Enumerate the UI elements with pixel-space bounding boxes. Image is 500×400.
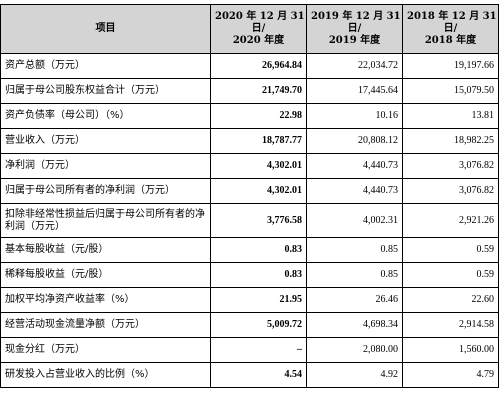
row-label: 扣除非经常性损益后归属于母公司所有者的净利润（万元） bbox=[0, 203, 211, 238]
header-2019: 2019 年 12 月 31 日/ 2019 年度 bbox=[306, 4, 403, 54]
table-row: 基本每股收益（元/股） 0.83 0.85 0.59 bbox=[0, 237, 499, 263]
row-label: 归属于母公司股东权益合计（万元） bbox=[0, 78, 211, 104]
header-item: 项目 bbox=[0, 4, 211, 54]
row-label: 净利润（万元） bbox=[0, 153, 211, 179]
table-row: 归属于母公司股东权益合计（万元） 21,749.70 17,445.64 15,… bbox=[0, 78, 499, 104]
header-2020: 2020 年 12 月 31 日/ 2020 年度 bbox=[210, 4, 307, 54]
table-row: 稀释每股收益（元/股） 0.83 0.85 0.59 bbox=[0, 262, 499, 288]
row-label: 归属于母公司所有者的净利润（万元） bbox=[0, 178, 211, 204]
value-2020: 4,302.01 bbox=[210, 153, 307, 179]
value-2019: 20,808.12 bbox=[306, 128, 403, 154]
table-row: 资产总额（万元） 26,964.84 22,034.72 19,197.66 bbox=[0, 53, 499, 79]
row-label: 稀释每股收益（元/股） bbox=[0, 262, 211, 288]
header-2020-line-1: 2020 年 12 月 31 bbox=[215, 11, 305, 22]
header-2019-line-1: 2019 年 12 月 31 bbox=[311, 11, 401, 22]
header-2020-line-2: 日/ bbox=[251, 23, 266, 34]
table-row: 资产负债率（母公司）（%） 22.98 10.16 13.81 bbox=[0, 103, 499, 129]
table-row: 营业收入（万元） 18,787.77 20,808.12 18,982.25 bbox=[0, 128, 499, 154]
row-label: 资产总额（万元） bbox=[0, 53, 211, 79]
value-2019: 26.46 bbox=[306, 287, 403, 313]
table-row: 扣除非经常性损益后归属于母公司所有者的净利润（万元） 3,776.58 4,00… bbox=[0, 203, 499, 238]
value-2020: 26,964.84 bbox=[210, 53, 307, 79]
row-label: 现金分红（万元） bbox=[0, 337, 211, 363]
value-2018: 4.79 bbox=[402, 362, 499, 388]
value-2018: 1,560.00 bbox=[402, 337, 499, 363]
value-2020: 4,302.01 bbox=[210, 178, 307, 204]
header-2020-line-3: 2020 年度 bbox=[232, 35, 285, 46]
value-2019: 4,698.34 bbox=[306, 312, 403, 338]
value-2020: 22.98 bbox=[210, 103, 307, 129]
header-item-text: 项目 bbox=[95, 23, 116, 34]
value-2018: 19,197.66 bbox=[402, 53, 499, 79]
value-2020: 3,776.58 bbox=[210, 203, 307, 238]
value-2020: – bbox=[210, 337, 307, 363]
header-2018-line-1: 2018 年 12 月 31 bbox=[407, 11, 497, 22]
value-2019: 10.16 bbox=[306, 103, 403, 129]
value-2018: 13.81 bbox=[402, 103, 499, 129]
value-2019: 0.85 bbox=[306, 262, 403, 288]
value-2018: 3,076.82 bbox=[402, 153, 499, 179]
table-row: 归属于母公司所有者的净利润（万元） 4,302.01 4,440.73 3,07… bbox=[0, 178, 499, 204]
row-label: 加权平均净资产收益率（%） bbox=[0, 287, 211, 313]
table-header: 项目 2020 年 12 月 31 日/ 2020 年度 2019 年 12 月… bbox=[0, 4, 499, 54]
value-2019: 22,034.72 bbox=[306, 53, 403, 79]
table-row: 净利润（万元） 4,302.01 4,440.73 3,076.82 bbox=[0, 153, 499, 179]
value-2019: 4.92 bbox=[306, 362, 403, 388]
value-2018: 2,914.58 bbox=[402, 312, 499, 338]
value-2018: 22.60 bbox=[402, 287, 499, 313]
value-2018: 0.59 bbox=[402, 237, 499, 263]
row-label: 营业收入（万元） bbox=[0, 128, 211, 154]
table-row: 经营活动现金流量净额（万元） 5,009.72 4,698.34 2,914.5… bbox=[0, 312, 499, 338]
header-2019-line-2: 日/ bbox=[347, 23, 362, 34]
financial-summary-table: 项目 2020 年 12 月 31 日/ 2020 年度 2019 年 12 月… bbox=[0, 4, 499, 388]
header-row: 项目 2020 年 12 月 31 日/ 2020 年度 2019 年 12 月… bbox=[0, 4, 499, 54]
row-label: 资产负债率（母公司）（%） bbox=[0, 103, 211, 129]
value-2020: 0.83 bbox=[210, 237, 307, 263]
value-2020: 21.95 bbox=[210, 287, 307, 313]
table-row: 加权平均净资产收益率（%） 21.95 26.46 22.60 bbox=[0, 287, 499, 313]
table-body: 资产总额（万元） 26,964.84 22,034.72 19,197.66 归… bbox=[0, 53, 499, 388]
value-2020: 5,009.72 bbox=[210, 312, 307, 338]
header-2018: 2018 年 12 月 31 日/ 2018 年度 bbox=[402, 4, 499, 54]
value-2018: 3,076.82 bbox=[402, 178, 499, 204]
value-2019: 17,445.64 bbox=[306, 78, 403, 104]
header-2019-line-3: 2019 年度 bbox=[328, 35, 381, 46]
value-2019: 0.85 bbox=[306, 237, 403, 263]
value-2020: 18,787.77 bbox=[210, 128, 307, 154]
row-label: 研发投入占营业收入的比例（%） bbox=[0, 362, 211, 388]
header-2018-line-3: 2018 年度 bbox=[424, 35, 477, 46]
row-label: 基本每股收益（元/股） bbox=[0, 237, 211, 263]
table-row: 研发投入占营业收入的比例（%） 4.54 4.92 4.79 bbox=[0, 362, 499, 388]
value-2019: 4,440.73 bbox=[306, 178, 403, 204]
value-2019: 4,440.73 bbox=[306, 153, 403, 179]
value-2018: 2,921.26 bbox=[402, 203, 499, 238]
value-2019: 4,002.31 bbox=[306, 203, 403, 238]
value-2018: 0.59 bbox=[402, 262, 499, 288]
value-2020: 0.83 bbox=[210, 262, 307, 288]
table-row: 现金分红（万元） – 2,080.00 1,560.00 bbox=[0, 337, 499, 363]
header-2018-line-2: 日/ bbox=[443, 23, 458, 34]
value-2018: 15,079.50 bbox=[402, 78, 499, 104]
value-2020: 4.54 bbox=[210, 362, 307, 388]
row-label: 经营活动现金流量净额（万元） bbox=[0, 312, 211, 338]
value-2019: 2,080.00 bbox=[306, 337, 403, 363]
value-2018: 18,982.25 bbox=[402, 128, 499, 154]
value-2020: 21,749.70 bbox=[210, 78, 307, 104]
